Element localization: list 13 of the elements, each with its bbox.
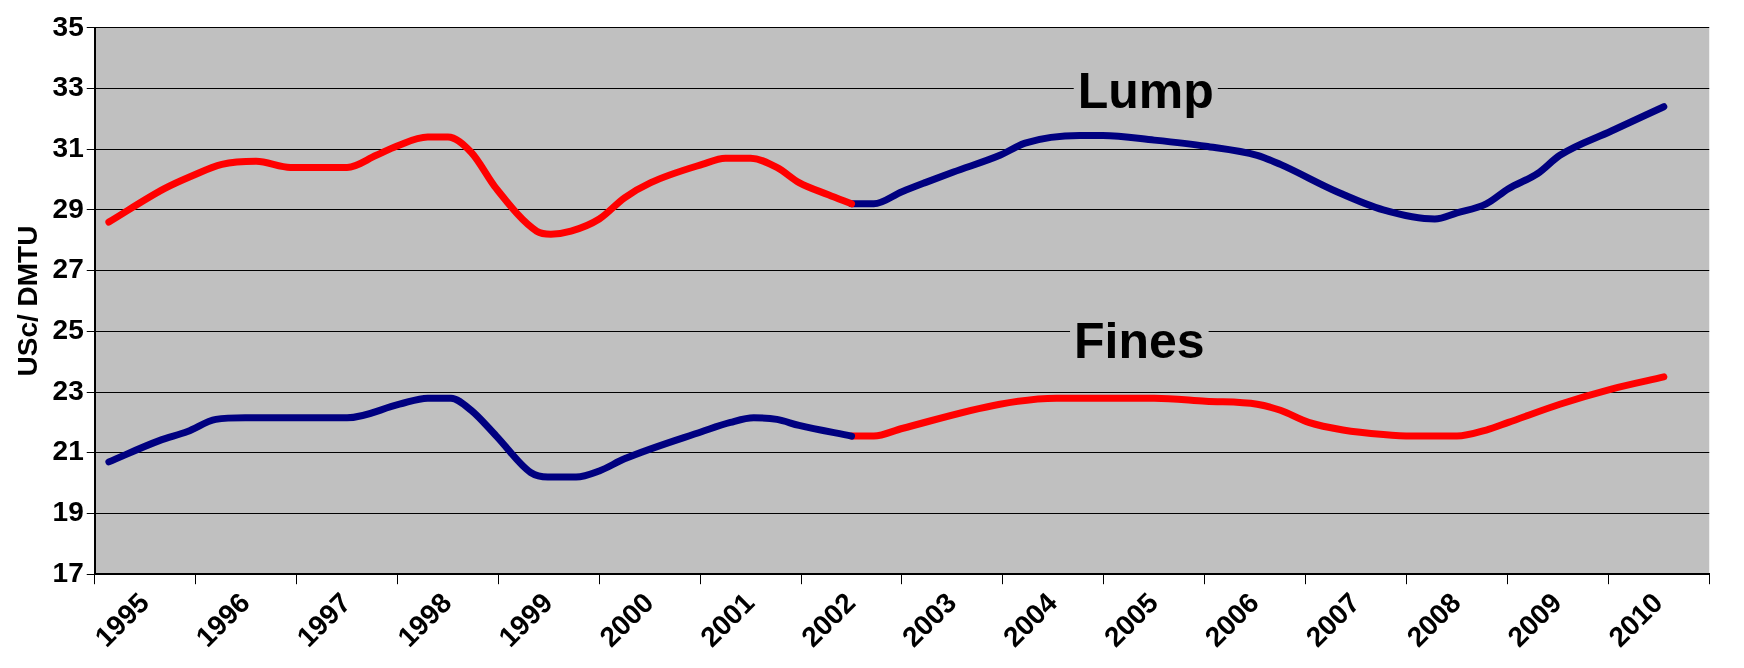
y-tick-label: 17 [52,556,84,588]
y-tick-label: 29 [52,192,84,224]
y-tick-label: 25 [52,314,84,346]
annotation: Lump [1077,63,1214,120]
y-tick-label: 31 [52,131,84,163]
y-tick-label: 23 [52,374,84,406]
y-axis-title: USc/ DMTU [11,225,43,377]
y-tick-label: 35 [52,10,84,42]
annotation: Fines [1074,313,1205,370]
y-tick-label: 33 [52,71,84,103]
y-tick-label: 27 [52,253,84,285]
y-tick-label: 21 [52,435,84,467]
y-tick-label: 19 [52,496,84,528]
